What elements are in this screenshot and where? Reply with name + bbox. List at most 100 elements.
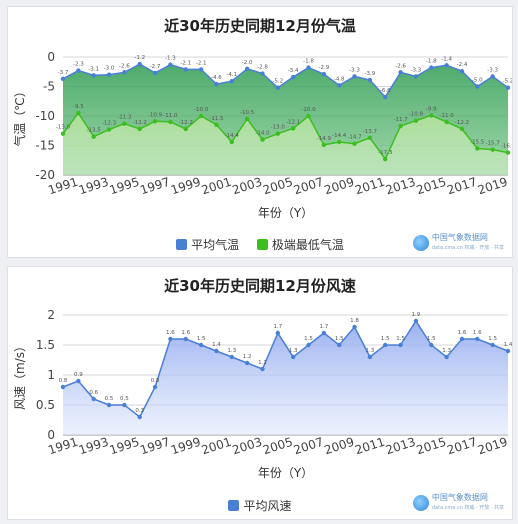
temp-x-tick-label: 1999: [169, 175, 202, 198]
wind-data-point: [429, 342, 434, 348]
temp-data-point: [152, 119, 158, 124]
temperature-chart-panel: 近30年历史同期12月份气温 0 -5 -10 -15 -20 1991 1993 1995 1…: [7, 6, 513, 258]
temp-data-point: [459, 126, 465, 132]
temp-data-label: -12.2: [455, 120, 469, 126]
wind-y-tick-label: 2: [47, 308, 55, 322]
temp-data-point: [76, 110, 81, 116]
wind-chart-title: 近30年历史同期12月份风速: [164, 277, 356, 295]
temp-data-label: -5.0: [472, 78, 483, 84]
temp-data-point: [337, 83, 342, 88]
temp-data-point: [214, 122, 219, 128]
temp-data-point: [398, 70, 403, 75]
temp-data-label: -1.3: [165, 56, 176, 62]
temp-data-label: -2.3: [73, 62, 84, 68]
temp-data-label: -4.1: [226, 72, 237, 78]
wind-data-label: 1.5: [381, 336, 390, 342]
temp-data-label: -6.8: [380, 88, 391, 94]
temp-data-point: [152, 70, 158, 76]
wind-data-point: [367, 354, 373, 360]
wind-data-point: [76, 378, 81, 384]
wind-data-label: 1.3: [366, 348, 375, 354]
wind-data-point: [260, 366, 265, 372]
temp-data-label: -3.3: [487, 67, 498, 73]
temp-data-label: -10.8: [409, 112, 424, 118]
wind-data-label: 1.5: [197, 336, 206, 342]
wind-data-point: [413, 318, 419, 324]
wind-data-label: 1.7: [319, 324, 328, 330]
wind-x-tick-label: 2007: [292, 435, 325, 458]
wind-data-point: [306, 342, 311, 348]
wind-data-label: 1.8: [350, 318, 359, 324]
wind-series-line: [62, 319, 509, 419]
wind-data-point: [214, 348, 219, 354]
wind-y-tick-label: 0: [47, 428, 55, 442]
temp-data-point: [306, 113, 311, 119]
temp-data-point: [275, 85, 281, 90]
wind-y-tick-label: 1: [47, 368, 55, 382]
wind-data-label: 0.6: [89, 390, 98, 396]
temp-data-label: -13.0: [56, 125, 71, 131]
temp-data-point: [91, 134, 96, 139]
temp-data-point: [76, 68, 81, 73]
temp-data-point: [505, 85, 511, 90]
temp-data-label: -9.5: [73, 104, 84, 110]
temp-data-point: [260, 71, 265, 76]
temp-data-label: -14.0: [255, 131, 270, 137]
temp-data-label: -5.2: [503, 79, 512, 85]
wind-data-point: [398, 342, 403, 348]
temp-data-point: [490, 74, 495, 79]
temp-data-label: -3.9: [365, 71, 376, 77]
temp-data-label: -14.9: [317, 136, 332, 142]
wind-data-label: 0.3: [135, 408, 144, 414]
temp-data-label: -2.6: [395, 63, 406, 69]
temp-data-point: [459, 68, 465, 74]
wind-x-tick-label: 2013: [384, 435, 417, 458]
temp-data-point: [383, 94, 388, 100]
legend-item-avg-temp[interactable]: 平均气温: [176, 236, 239, 253]
temp-x-tick-label: 2015: [415, 175, 448, 198]
temp-series-line: [62, 111, 509, 161]
wind-data-point: [459, 336, 465, 342]
temp-data-label: -10.9: [148, 112, 163, 118]
wind-data-label: 1.2: [243, 354, 252, 360]
temp-x-tick-label: 2001: [200, 175, 233, 198]
temp-data-label: -1.8: [426, 59, 437, 65]
wind-data-label: 1.6: [473, 330, 482, 336]
wind-chart-panel: 近30年历史同期12月份风速 2 1.5 1 0.5 0 1991 1993 1995 1997…: [7, 266, 513, 520]
legend-item-min-temp[interactable]: 极端最低气温: [256, 236, 344, 253]
temp-data-label: -2.9: [318, 65, 329, 71]
temp-data-point: [137, 61, 142, 67]
temp-data-point: [137, 126, 142, 132]
temp-data-point: [505, 150, 511, 155]
wind-data-label: 1.5: [304, 336, 313, 342]
temp-data-point: [475, 84, 480, 89]
temp-data-point: [290, 126, 296, 131]
wind-data-point: [475, 336, 480, 342]
temp-data-point: [122, 121, 127, 126]
temp-data-label: -14.7: [347, 135, 362, 141]
wind-data-point: [183, 336, 188, 342]
wind-data-label: 1.5: [427, 336, 436, 342]
temp-data-label: -2.1: [196, 60, 207, 66]
temp-data-label: -12.2: [133, 120, 147, 126]
wind-x-tick-label: 2009: [323, 435, 356, 458]
legend-swatch-min-temp: [256, 239, 268, 250]
wind-x-tick-label: 1995: [108, 435, 141, 458]
temp-data-point: [198, 67, 204, 72]
temp-data-label: -11.0: [440, 113, 455, 119]
wind-data-label: 1.7: [273, 324, 282, 330]
temp-data-label: -16.2: [501, 144, 512, 150]
brand-subtitle-wind: data.cma.cn 权威 · 开放 · 共享: [431, 505, 504, 511]
temp-data-point: [352, 141, 357, 146]
wind-data-label: 0.5: [105, 396, 114, 402]
temp-data-label: -3.1: [88, 66, 99, 72]
wind-y-tick-label: 0.5: [36, 398, 55, 412]
wind-x-tick-label: 2005: [261, 435, 294, 458]
temp-series-line: [62, 63, 509, 99]
legend-item-avg-wind[interactable]: 平均风速: [228, 497, 292, 514]
temp-data-label: -15.5: [470, 139, 485, 145]
temp-data-label: -13.0: [271, 125, 286, 131]
wind-data-point: [275, 330, 281, 336]
wind-data-label: 1.5: [335, 336, 344, 342]
temp-data-label: -4.6: [211, 75, 222, 81]
